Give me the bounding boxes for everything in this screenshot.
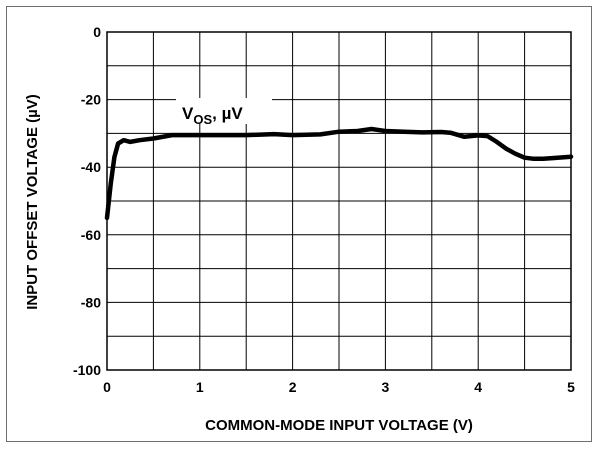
annotation-backdrop [176,98,272,124]
annotation-rest: , µV [212,104,243,123]
x-axis-label: COMMON-MODE INPUT VOLTAGE (V) [205,417,473,434]
y-tick-label: -20 [81,92,101,108]
y-tick-label: -100 [73,362,101,378]
y-tick-label: -60 [81,227,101,243]
x-tick-label: 0 [103,379,111,395]
x-tick-label: 5 [567,379,575,395]
x-tick-labels: 0 1 2 3 4 5 [103,379,575,395]
y-tick-labels: 0 -20 -40 -60 -80 -100 [73,24,101,378]
y-axis-label: INPUT OFFSET VOLTAGE (µV) [24,94,41,310]
chart-frame [6,6,592,442]
y-tick-label: -80 [81,294,101,310]
y-tick-label: 0 [93,24,101,40]
y-tick-label: -40 [81,159,101,175]
x-tick-label: 4 [474,379,482,395]
annotation-main: V [182,104,194,123]
annotation-sub: OS [193,112,212,127]
x-tick-label: 3 [382,379,390,395]
grid [107,32,571,370]
annotation-vos: VOS, µV [182,104,243,127]
x-tick-label: 2 [289,379,297,395]
series-line-vos [104,126,574,221]
x-tick-label: 1 [196,379,204,395]
